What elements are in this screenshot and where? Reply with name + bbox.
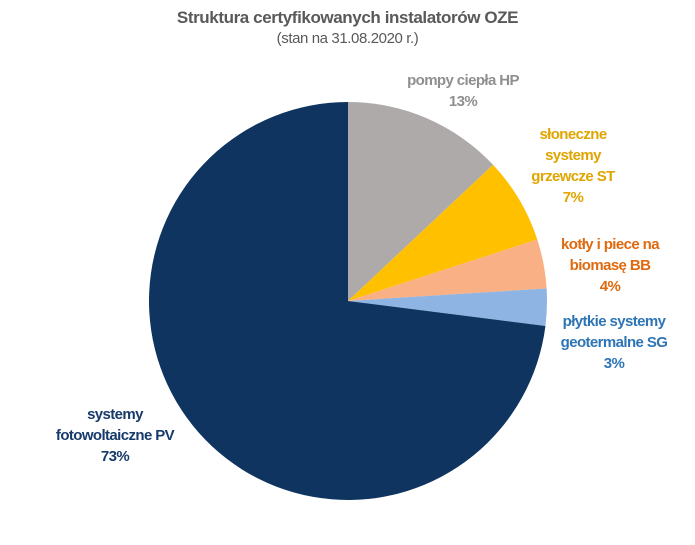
chart-subtitle: (stan na 31.08.2020 r.) bbox=[276, 30, 419, 47]
pie-slice bbox=[348, 164, 538, 301]
slice-label: słoneczne systemy grzewcze ST 7% bbox=[528, 124, 618, 208]
category-label: systemy fotowoltaiczne PV bbox=[55, 406, 175, 444]
slice-label: systemy fotowoltaiczne PV 73% bbox=[40, 404, 190, 467]
pie-slice bbox=[149, 102, 546, 500]
slice-label: pompy ciepła HP 13% bbox=[383, 70, 543, 112]
pie-slice bbox=[348, 239, 547, 301]
chart-title: Struktura certyfikowanych instalatorów O… bbox=[176, 8, 519, 27]
slice-label: kotły i piece na biomasę BB 4% bbox=[540, 234, 680, 297]
slice-label: płytkie systemy geotermalne SG 3% bbox=[544, 311, 684, 374]
category-label: kotły i piece na biomasę BB bbox=[561, 236, 660, 274]
pie-slice bbox=[348, 102, 494, 301]
category-label: pompy ciepła HP bbox=[407, 72, 519, 89]
category-label: płytkie systemy geotermalne SG bbox=[560, 313, 668, 351]
value-label: 7% bbox=[562, 189, 584, 206]
pie-slice bbox=[348, 288, 547, 326]
value-label: 4% bbox=[599, 278, 621, 295]
category-label: słoneczne systemy grzewcze ST bbox=[531, 126, 615, 185]
value-label: 3% bbox=[603, 355, 625, 372]
value-label: 13% bbox=[448, 93, 478, 110]
value-label: 73% bbox=[100, 448, 130, 465]
